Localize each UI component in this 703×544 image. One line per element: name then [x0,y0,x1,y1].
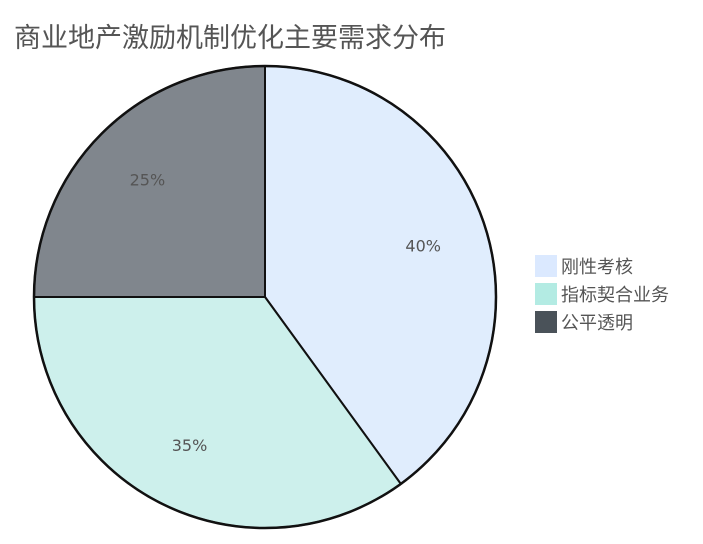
chart-title: 商业地产激励机制优化主要需求分布 [14,23,446,54]
legend-label-2: 公平透明 [561,313,633,334]
slice-label-0: 40% [405,237,441,256]
legend-swatch-1 [535,283,557,305]
pie-outline [32,64,498,530]
legend-label-1: 指标契合业务 [561,285,669,306]
legend-swatch-0 [535,255,557,277]
legend-label-0: 刚性考核 [561,257,633,278]
slice-label-1: 35% [172,436,208,455]
slice-label-2: 25% [130,170,166,189]
legend-swatch-2 [535,311,557,333]
